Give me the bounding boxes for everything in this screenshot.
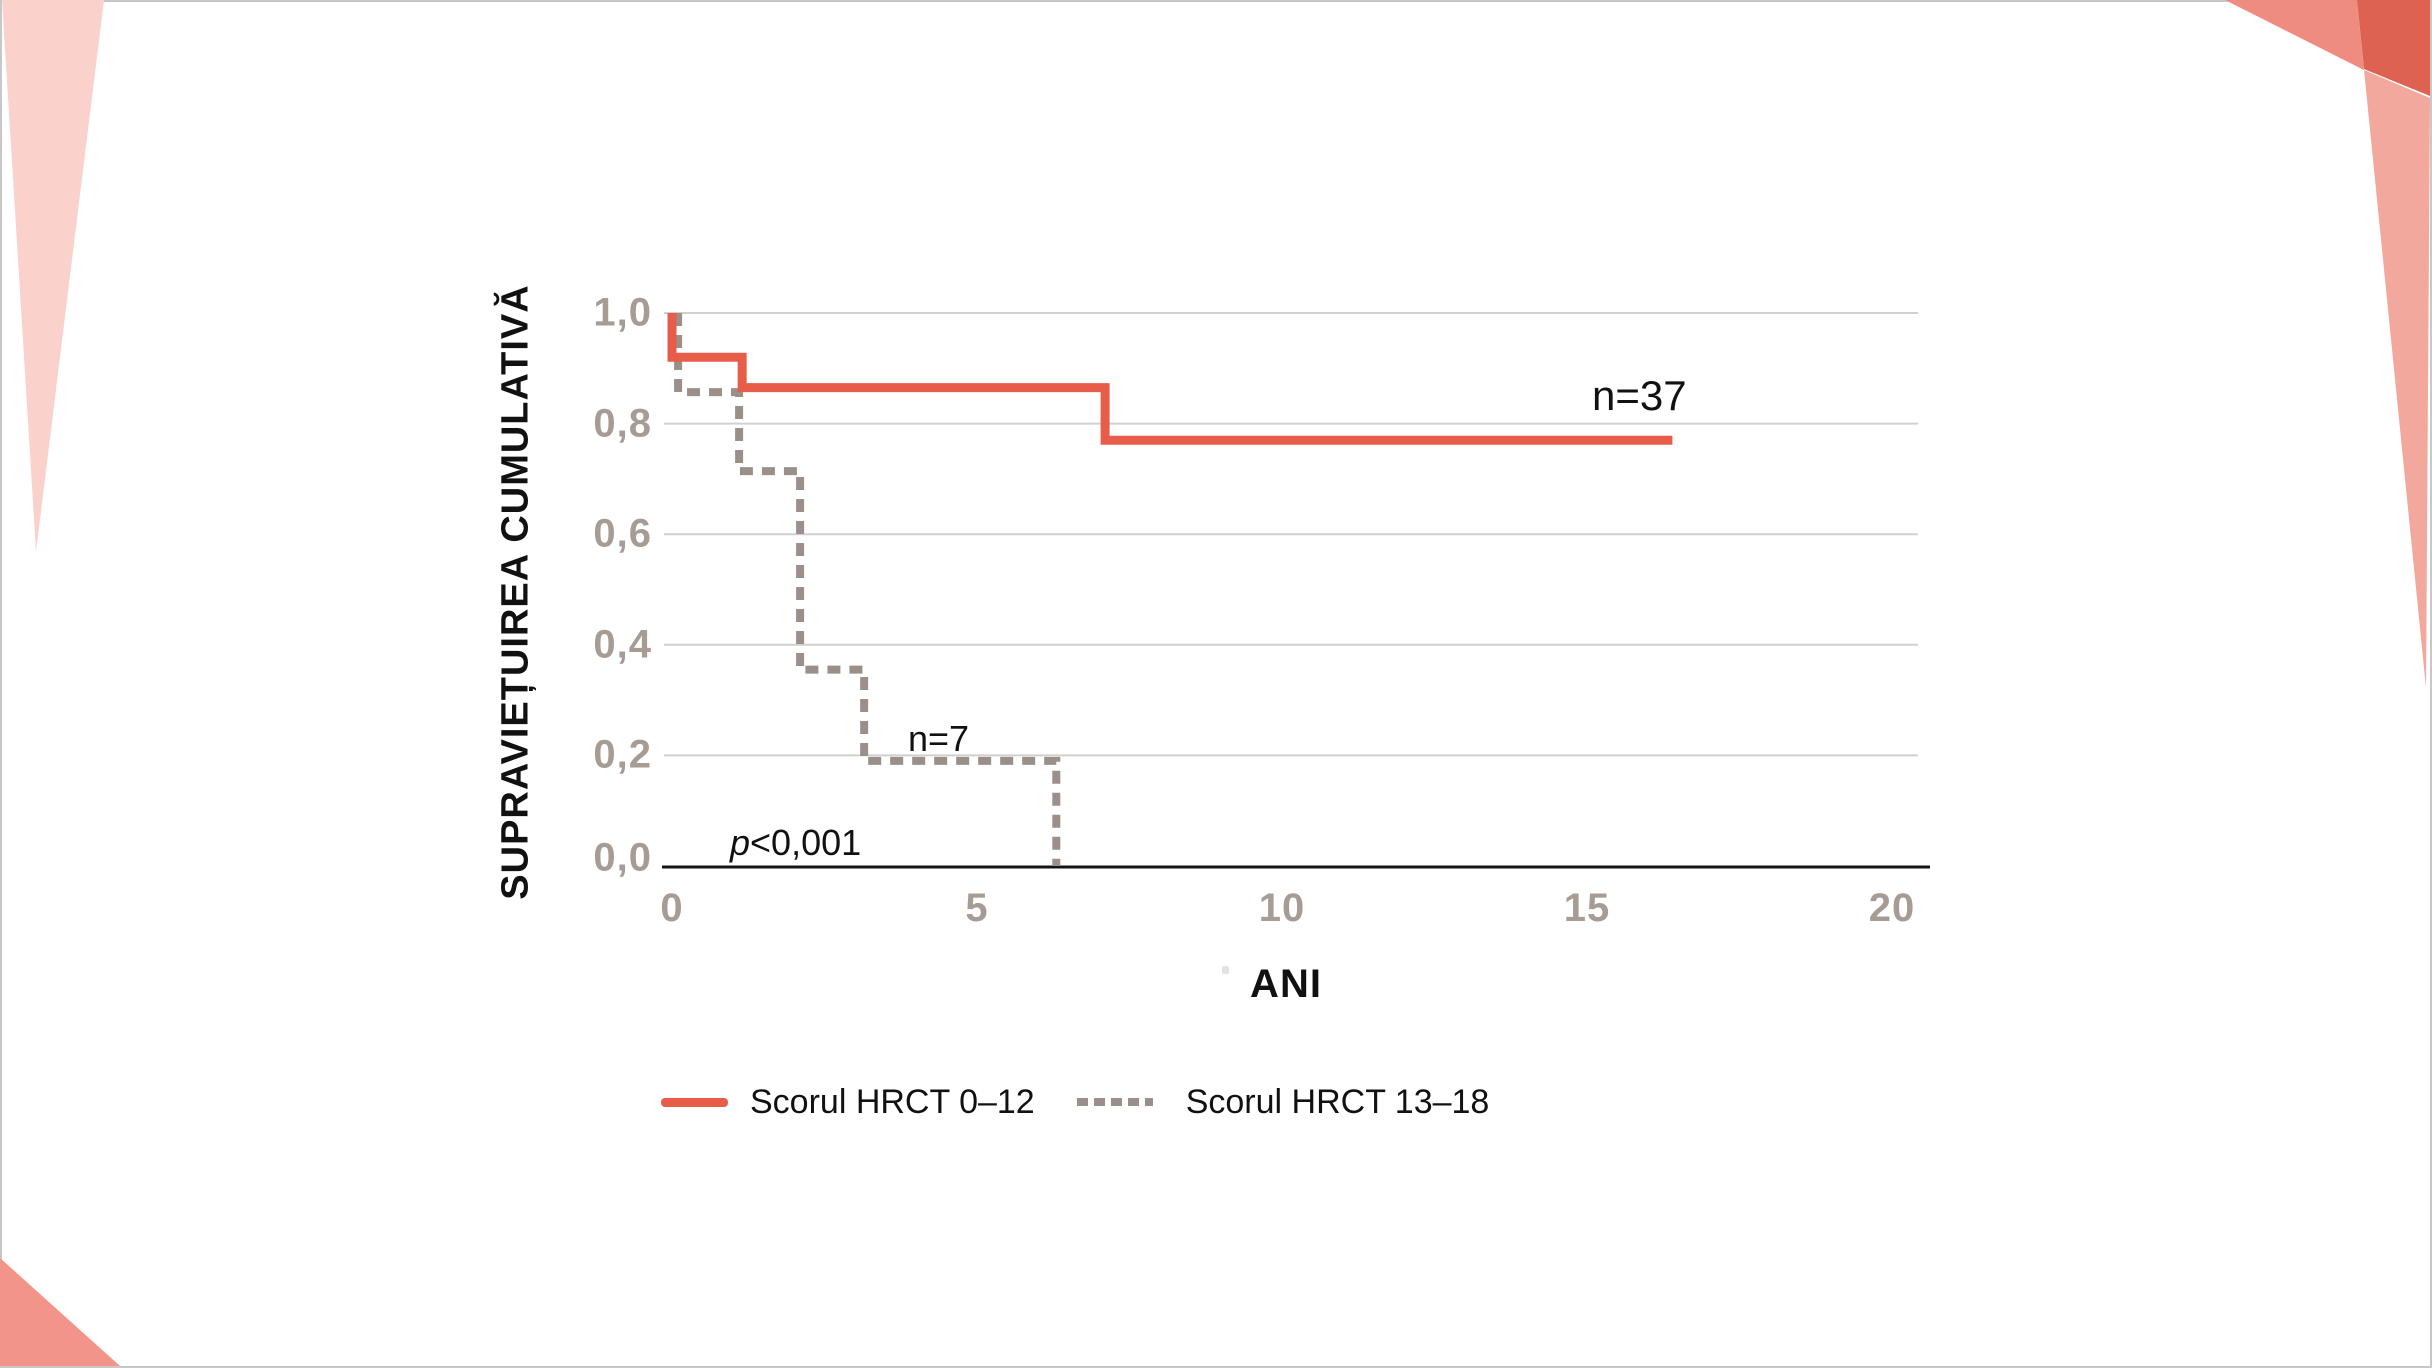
p-symbol: p bbox=[730, 822, 751, 863]
top-right-dark-triangle bbox=[2357, 0, 2430, 96]
right-side-wedge bbox=[2364, 70, 2430, 688]
y-tick-label: 0,8 bbox=[593, 401, 652, 446]
x-tick-label: 20 bbox=[1868, 886, 1916, 930]
y-axis-title: SUPRAVIEȚUIREA CUMULATIVĂ bbox=[494, 284, 537, 900]
p-value-text: <0,001 bbox=[750, 822, 862, 863]
y-tick-label: 0,0 bbox=[593, 835, 652, 880]
print-speck bbox=[1222, 966, 1229, 974]
group-size-label-hrct-13-18: n=7 bbox=[908, 718, 970, 759]
survival-curve-hrct-0-12 bbox=[667, 313, 1673, 445]
top-right-salmon-triangle bbox=[2225, 0, 2364, 70]
x-tick-label: 15 bbox=[1563, 886, 1611, 930]
x-tick-label: 0 bbox=[660, 886, 684, 930]
x-tick-label: 10 bbox=[1258, 886, 1306, 930]
group-size-label-hrct-0-12: n=37 bbox=[1592, 372, 1687, 419]
top-left-wedge bbox=[2, 0, 104, 552]
y-tick-label: 1,0 bbox=[593, 290, 652, 335]
y-tick-label: 0,6 bbox=[593, 511, 652, 556]
legend-label-hrct-0-12: Scorul HRCT 0–12 bbox=[750, 1082, 1035, 1121]
chart-legend: Scorul HRCT 0–12 Scorul HRCT 13–18 bbox=[661, 1082, 1489, 1122]
p-value-annotation: p<0,001 bbox=[730, 822, 861, 864]
y-tick-label: 0,2 bbox=[593, 732, 652, 777]
legend-swatch-solid-line bbox=[661, 1097, 728, 1107]
legend-label-hrct-13-18: Scorul HRCT 13–18 bbox=[1185, 1082, 1490, 1121]
legend-swatch-dashed-line bbox=[1076, 1098, 1153, 1106]
x-tick-label: 5 bbox=[965, 886, 989, 930]
y-tick-label: 0,4 bbox=[593, 622, 652, 667]
survival-curve-hrct-13-18 bbox=[674, 313, 1061, 866]
x-axis-title: ANI bbox=[1250, 962, 1322, 1006]
bottom-left-triangle bbox=[0, 1258, 120, 1366]
